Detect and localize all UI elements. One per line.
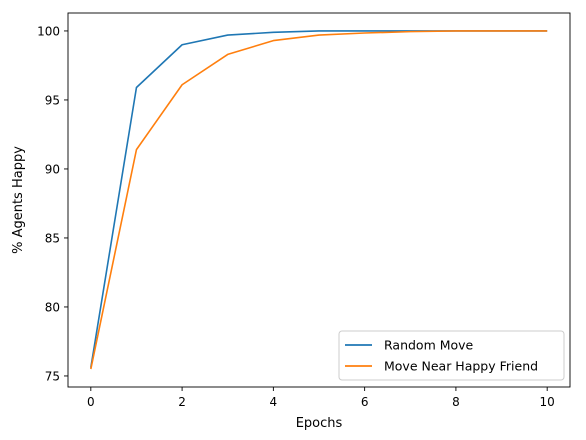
series-layer <box>90 30 548 370</box>
legend-label-1: Random Move <box>384 338 474 353</box>
y-axis-label: % Agents Happy <box>11 146 26 254</box>
x-tick-label: 0 <box>87 395 95 409</box>
y-tick-label: 100 <box>37 24 60 38</box>
series-line-2 <box>90 30 548 370</box>
plot-area <box>68 13 570 387</box>
axes-layer: 0 2 4 6 8 10 75 80 85 90 95 100 <box>37 12 571 409</box>
y-tick-label: 75 <box>45 369 60 383</box>
legend: Random Move Move Near Happy Friend <box>338 330 565 381</box>
plot-background <box>68 13 570 387</box>
legend-label-2: Move Near Happy Friend <box>384 359 538 374</box>
legend-box <box>338 330 565 381</box>
x-tick-label: 10 <box>540 395 555 409</box>
x-tick-label: 2 <box>178 395 186 409</box>
x-axis-label: Epochs <box>296 416 343 431</box>
y-tick-label: 90 <box>45 162 60 176</box>
y-tick-label: 85 <box>45 231 60 245</box>
y-tick-label: 95 <box>45 93 60 107</box>
x-tick-label: 4 <box>270 395 278 409</box>
y-tick-label: 80 <box>45 300 60 314</box>
x-tick-label: 6 <box>361 395 369 409</box>
plot-frame <box>67 12 571 388</box>
x-tick-label: 8 <box>452 395 460 409</box>
